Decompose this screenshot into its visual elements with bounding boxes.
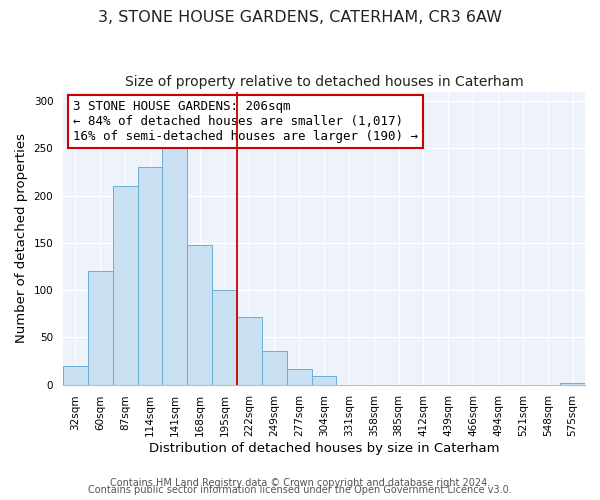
X-axis label: Distribution of detached houses by size in Caterham: Distribution of detached houses by size … (149, 442, 499, 455)
Text: 3, STONE HOUSE GARDENS, CATERHAM, CR3 6AW: 3, STONE HOUSE GARDENS, CATERHAM, CR3 6A… (98, 10, 502, 25)
Text: Contains HM Land Registry data © Crown copyright and database right 2024.: Contains HM Land Registry data © Crown c… (110, 478, 490, 488)
Text: Contains public sector information licensed under the Open Government Licence v3: Contains public sector information licen… (88, 485, 512, 495)
Bar (163, 148, 187, 384)
Y-axis label: Number of detached properties: Number of detached properties (15, 133, 28, 343)
Bar (287, 370, 311, 384)
Bar (88, 271, 113, 384)
Bar (262, 350, 287, 384)
Bar (560, 382, 585, 384)
Bar (63, 366, 88, 384)
Bar (311, 376, 337, 384)
Bar (137, 167, 163, 384)
Title: Size of property relative to detached houses in Caterham: Size of property relative to detached ho… (125, 75, 523, 89)
Bar (113, 186, 137, 384)
Text: 3 STONE HOUSE GARDENS: 206sqm
← 84% of detached houses are smaller (1,017)
16% o: 3 STONE HOUSE GARDENS: 206sqm ← 84% of d… (73, 100, 418, 144)
Bar (212, 290, 237, 384)
Bar (187, 244, 212, 384)
Bar (237, 316, 262, 384)
